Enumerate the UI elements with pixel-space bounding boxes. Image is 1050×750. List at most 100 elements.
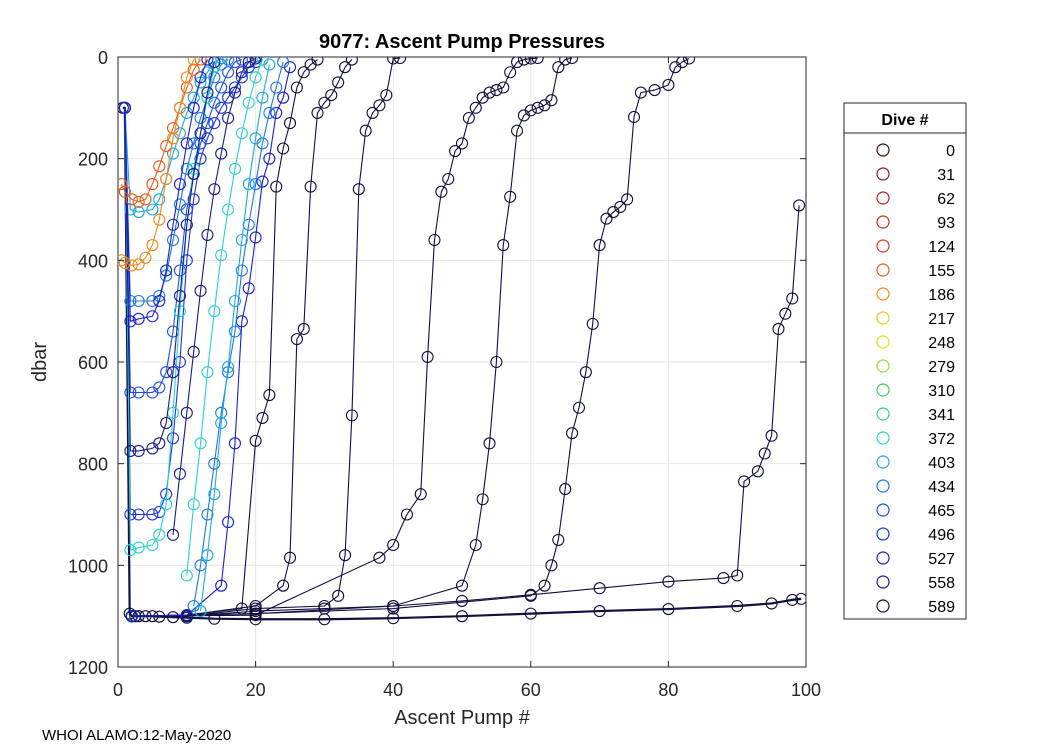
data-point xyxy=(559,483,572,496)
data-point xyxy=(662,575,675,588)
data-point xyxy=(517,57,530,66)
data-point xyxy=(242,57,255,69)
y-axis-label: dbar xyxy=(29,342,51,382)
data-point xyxy=(662,78,675,92)
data-point xyxy=(524,589,537,602)
data-point xyxy=(621,193,634,206)
data-point xyxy=(524,57,537,65)
data-point xyxy=(132,508,145,521)
x-tick-label: 60 xyxy=(521,680,541,700)
legend-marker xyxy=(876,551,890,565)
data-point xyxy=(180,569,193,582)
data-point xyxy=(345,409,358,422)
data-point xyxy=(380,89,393,102)
data-point xyxy=(490,355,503,369)
data-point xyxy=(510,57,524,69)
data-point xyxy=(194,71,207,84)
series-line xyxy=(124,57,222,213)
legend-marker xyxy=(876,311,890,325)
legend-marker xyxy=(876,239,890,253)
data-point xyxy=(510,124,524,137)
data-point xyxy=(194,111,207,125)
data-point xyxy=(228,437,242,450)
x-tick-label: 80 xyxy=(658,680,678,700)
y-tick-label: 1200 xyxy=(68,658,108,678)
data-point xyxy=(166,611,180,624)
data-point xyxy=(235,264,248,277)
data-point xyxy=(139,193,152,206)
data-point xyxy=(187,57,200,66)
data-point xyxy=(235,602,248,615)
data-point xyxy=(208,117,221,130)
series-ascent-U xyxy=(166,57,262,541)
data-point xyxy=(717,571,730,585)
legend-marker xyxy=(876,335,890,349)
legend-entry-label: 341 xyxy=(928,407,955,424)
series-line xyxy=(131,59,318,617)
data-point xyxy=(160,498,173,511)
data-point xyxy=(572,401,586,414)
grid-lines xyxy=(117,56,807,668)
legend-marker xyxy=(876,359,890,373)
series-ascent-S xyxy=(194,58,276,618)
series-line xyxy=(200,64,270,612)
data-point xyxy=(455,610,469,623)
data-point xyxy=(400,508,414,521)
data-point xyxy=(795,592,806,605)
data-point xyxy=(153,160,166,173)
series-long-ascent-D xyxy=(125,57,544,623)
legend-marker xyxy=(876,191,890,205)
data-point xyxy=(166,122,180,135)
data-point xyxy=(194,284,207,297)
data-point xyxy=(249,609,262,622)
data-point xyxy=(600,212,613,225)
data-point xyxy=(263,388,276,402)
series-ascent-J xyxy=(118,57,248,399)
data-point xyxy=(387,599,400,613)
data-point xyxy=(531,101,544,114)
legend-entry-label: 279 xyxy=(928,359,955,376)
data-point xyxy=(222,361,235,374)
data-point xyxy=(435,185,448,198)
data-point xyxy=(187,193,200,206)
data-point xyxy=(270,180,283,193)
data-point xyxy=(352,183,365,196)
data-point xyxy=(146,239,159,252)
data-point xyxy=(559,57,572,66)
data-point xyxy=(124,444,137,458)
data-point xyxy=(201,366,214,379)
data-point xyxy=(297,66,310,79)
y-tick-label: 800 xyxy=(78,455,108,475)
data-point xyxy=(235,57,248,66)
data-point xyxy=(235,127,248,140)
legend-marker xyxy=(876,527,890,541)
data-point xyxy=(132,205,145,219)
data-point xyxy=(132,195,145,208)
series-ascent-Q xyxy=(118,57,200,272)
data-point xyxy=(242,282,255,295)
data-point xyxy=(566,427,579,440)
series-ascent-F xyxy=(125,57,358,623)
data-point xyxy=(173,178,186,191)
data-point xyxy=(160,172,173,186)
legend-title: Dive # xyxy=(881,112,928,129)
data-point xyxy=(662,602,675,616)
series-line xyxy=(131,57,573,617)
data-point xyxy=(153,528,166,541)
data-point xyxy=(208,305,221,318)
series-long-ascent-C xyxy=(125,57,579,623)
data-point xyxy=(751,465,764,478)
data-point xyxy=(132,541,145,554)
data-point xyxy=(249,599,262,613)
legend-box xyxy=(843,102,967,620)
series-ascent-P xyxy=(118,57,207,208)
data-point xyxy=(124,203,137,216)
data-point xyxy=(166,218,180,231)
data-point xyxy=(173,289,186,302)
data-point xyxy=(139,251,152,264)
data-point xyxy=(124,544,137,557)
data-point xyxy=(166,432,180,445)
data-point xyxy=(201,228,214,241)
